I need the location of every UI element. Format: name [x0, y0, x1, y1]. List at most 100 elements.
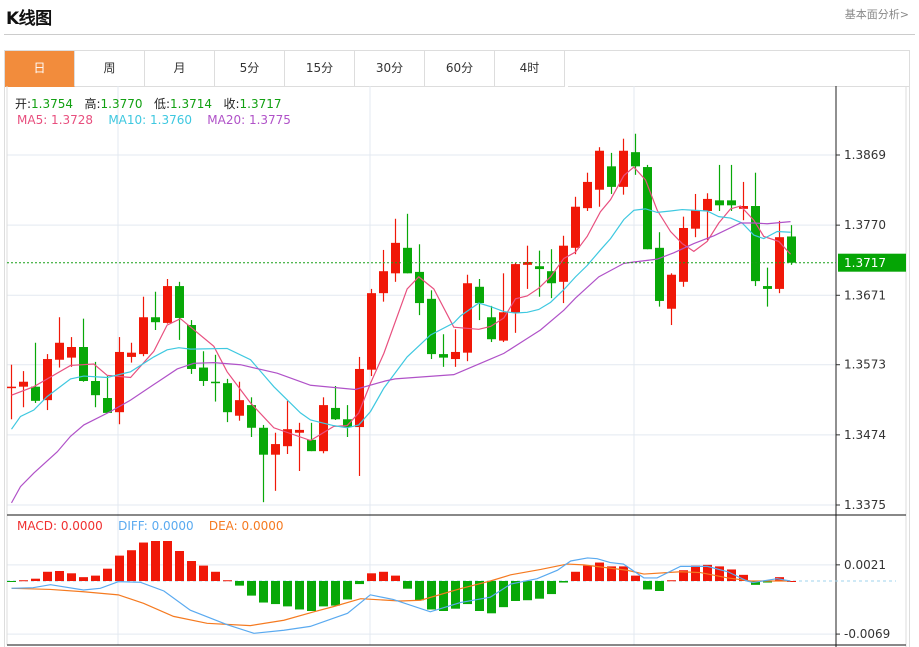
candle-up — [583, 181, 592, 209]
macd-bar — [103, 568, 112, 581]
macd-bar — [583, 565, 592, 581]
macd-bar — [547, 581, 556, 595]
macd-bar — [55, 571, 64, 581]
candle-down — [715, 200, 724, 206]
ma10-value: MA10: 1.3760 — [108, 113, 192, 127]
candle-up — [667, 274, 676, 309]
candle-down — [439, 354, 448, 358]
macd-bar — [655, 581, 664, 591]
candle-up — [271, 444, 280, 455]
macd-bar — [535, 581, 544, 599]
candle-up — [367, 293, 376, 370]
candle-down — [607, 166, 616, 187]
candle-down — [727, 200, 736, 206]
candle-up — [55, 342, 64, 360]
macd-bar — [679, 570, 688, 581]
macd-bar — [751, 581, 760, 585]
macd-bar — [691, 565, 700, 581]
ma-legend: MA5: 1.3728 MA10: 1.3760 MA20: 1.3775 — [17, 113, 291, 127]
close-label: 收: — [223, 97, 240, 111]
price-tick-label: 1.3573 — [844, 358, 886, 372]
page-title: K线图 — [6, 9, 52, 29]
tab-day[interactable]: 日 — [5, 51, 75, 87]
candle-up — [19, 381, 28, 387]
macd-value: MACD: 0.0000 — [17, 519, 103, 533]
macd-bar — [763, 581, 772, 583]
candle-up — [67, 347, 76, 358]
candle-up — [235, 400, 244, 416]
macd-bar — [667, 580, 676, 582]
macd-bar — [451, 581, 460, 609]
candle-down — [223, 383, 232, 413]
tab-60min[interactable]: 60分 — [425, 51, 495, 87]
candle-down — [343, 419, 352, 428]
candle-up — [127, 352, 136, 357]
ohlc-legend: 开:1.3754 高:1.3770 低:1.3714 收:1.3717 — [15, 95, 282, 112]
macd-bar — [427, 581, 436, 610]
macd-bar — [523, 581, 532, 601]
ma20-value: MA20: 1.3775 — [207, 113, 291, 127]
macd-bar — [739, 574, 748, 581]
candle-up — [43, 359, 52, 401]
macd-bar — [511, 581, 520, 601]
tab-30min[interactable]: 30分 — [355, 51, 425, 87]
candle-up — [379, 271, 388, 294]
candle-up — [139, 317, 148, 355]
tab-4hour[interactable]: 4时 — [495, 51, 565, 87]
candle-down — [79, 347, 88, 382]
candle-down — [91, 381, 100, 396]
macd-bar — [415, 581, 424, 601]
macd-bar — [559, 581, 568, 583]
fundamental-analysis-link[interactable]: 基本面分析> — [844, 8, 909, 21]
low-value: 1.3714 — [170, 97, 213, 111]
ma-line-ma10 — [11, 208, 791, 430]
macd-bar — [7, 581, 16, 582]
tab-15min[interactable]: 15分 — [285, 51, 355, 87]
macd-bar — [151, 541, 160, 581]
candle-up — [511, 264, 520, 313]
tab-month[interactable]: 月 — [145, 51, 215, 87]
macd-bar — [499, 581, 508, 608]
macd-bar — [175, 551, 184, 581]
macd-bar — [271, 581, 280, 605]
macd-bar — [319, 581, 328, 607]
period-tabs: 日 周 月 5分 15分 30分 60分 4时 — [5, 51, 565, 87]
candle-up — [295, 429, 304, 433]
candle-down — [487, 317, 496, 340]
macd-bar — [259, 581, 268, 603]
macd-bar — [595, 562, 604, 581]
macd-bar — [619, 566, 628, 581]
tab-week[interactable]: 周 — [75, 51, 145, 87]
price-tick-label: 1.3770 — [844, 218, 886, 232]
candle-down — [415, 271, 424, 304]
candle-down — [547, 271, 556, 284]
candle-up — [163, 286, 172, 323]
macd-bar — [331, 581, 340, 606]
tabs-filler — [568, 51, 909, 87]
price-tick-label: 1.3869 — [844, 148, 886, 162]
candle-down — [151, 317, 160, 323]
tab-5min[interactable]: 5分 — [215, 51, 285, 87]
macd-bar — [211, 571, 220, 581]
diff-line — [11, 557, 791, 634]
macd-bar — [247, 581, 256, 596]
macd-bar — [139, 542, 148, 581]
macd-bar — [487, 581, 496, 614]
macd-bar — [403, 581, 412, 589]
candle-down — [259, 427, 268, 455]
candle-up — [523, 261, 532, 265]
candle-down — [103, 398, 112, 413]
ma-line-ma20 — [10, 221, 791, 504]
candle-down — [175, 286, 184, 318]
macd-bar — [91, 575, 100, 581]
macd-bar — [391, 575, 400, 581]
macd-bar — [703, 564, 712, 581]
candle-down — [631, 152, 640, 167]
macd-bar — [127, 550, 136, 581]
dea-value: DEA: 0.0000 — [208, 519, 284, 533]
macd-bar — [223, 580, 232, 582]
macd-tick-label: 0.0021 — [844, 558, 886, 572]
candle-up — [391, 242, 400, 274]
price-tick-label: 1.3375 — [844, 498, 886, 512]
